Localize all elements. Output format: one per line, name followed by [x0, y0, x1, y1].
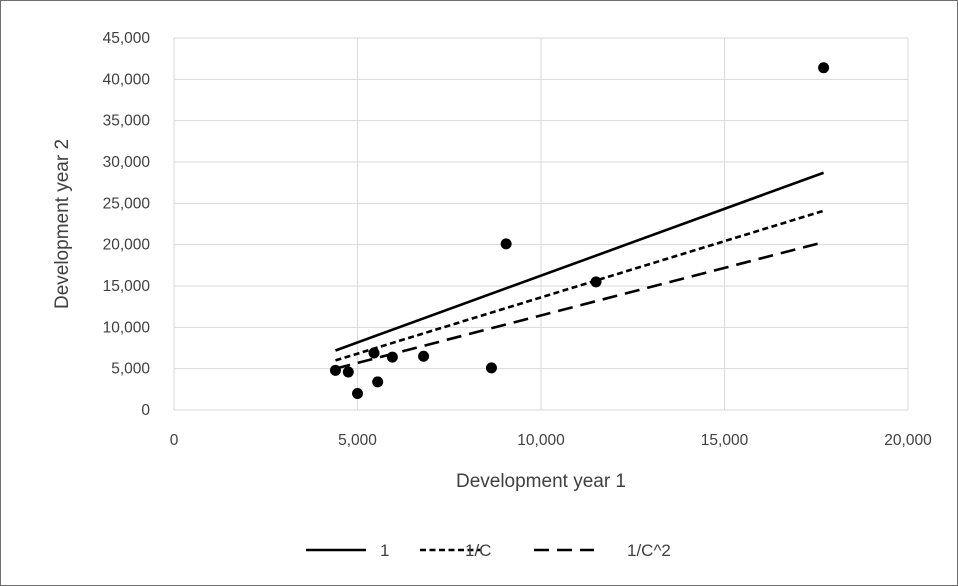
legend: 1 1/C 1/C^2: [306, 541, 671, 560]
data-point: [590, 276, 602, 288]
trend-line: [335, 171, 825, 352]
y-tick-label: 45,000: [103, 30, 151, 47]
data-point: [372, 376, 384, 388]
y-tick-label: 15,000: [103, 278, 151, 295]
legend-label: 1/C^2: [627, 541, 671, 560]
data-point: [485, 362, 497, 374]
data-point: [818, 62, 830, 74]
x-tick-label: 10,000: [517, 432, 565, 449]
data-points: [329, 62, 830, 399]
trend-line: [335, 240, 824, 370]
x-tick-label: 15,000: [701, 432, 749, 449]
y-tick-label: 10,000: [103, 319, 151, 336]
y-axis-ticks: 0 5,000 10,000 15,000 20,000 25,000 30,000 35,0…: [103, 30, 151, 419]
y-axis-title: Development year 2: [52, 139, 73, 309]
data-point: [418, 350, 430, 362]
x-tick-label: 20,000: [884, 432, 932, 449]
y-tick-label: 35,000: [103, 113, 151, 130]
legend-label: 1/C: [465, 541, 491, 560]
y-tick-label: 25,000: [103, 195, 151, 212]
data-point: [329, 364, 341, 376]
y-tick-label: 5,000: [111, 361, 150, 378]
y-tick-label: 30,000: [103, 154, 151, 171]
grid-lines: [173, 37, 909, 411]
data-point: [368, 347, 380, 359]
trend-lines: [335, 171, 825, 370]
data-point: [342, 366, 354, 378]
x-tick-label: 0: [170, 432, 179, 449]
y-tick-label: 40,000: [103, 71, 151, 88]
x-tick-label: 5,000: [338, 432, 377, 449]
y-tick-label: 0: [141, 402, 150, 419]
y-tick-label: 20,000: [103, 237, 151, 254]
data-point: [500, 238, 512, 250]
x-axis-ticks: 0 5,000 10,000 15,000 20,000: [170, 432, 932, 449]
data-point: [386, 351, 398, 363]
data-point: [352, 387, 363, 399]
x-axis-title: Development year 1: [456, 471, 626, 492]
legend-label: 1: [380, 541, 389, 560]
